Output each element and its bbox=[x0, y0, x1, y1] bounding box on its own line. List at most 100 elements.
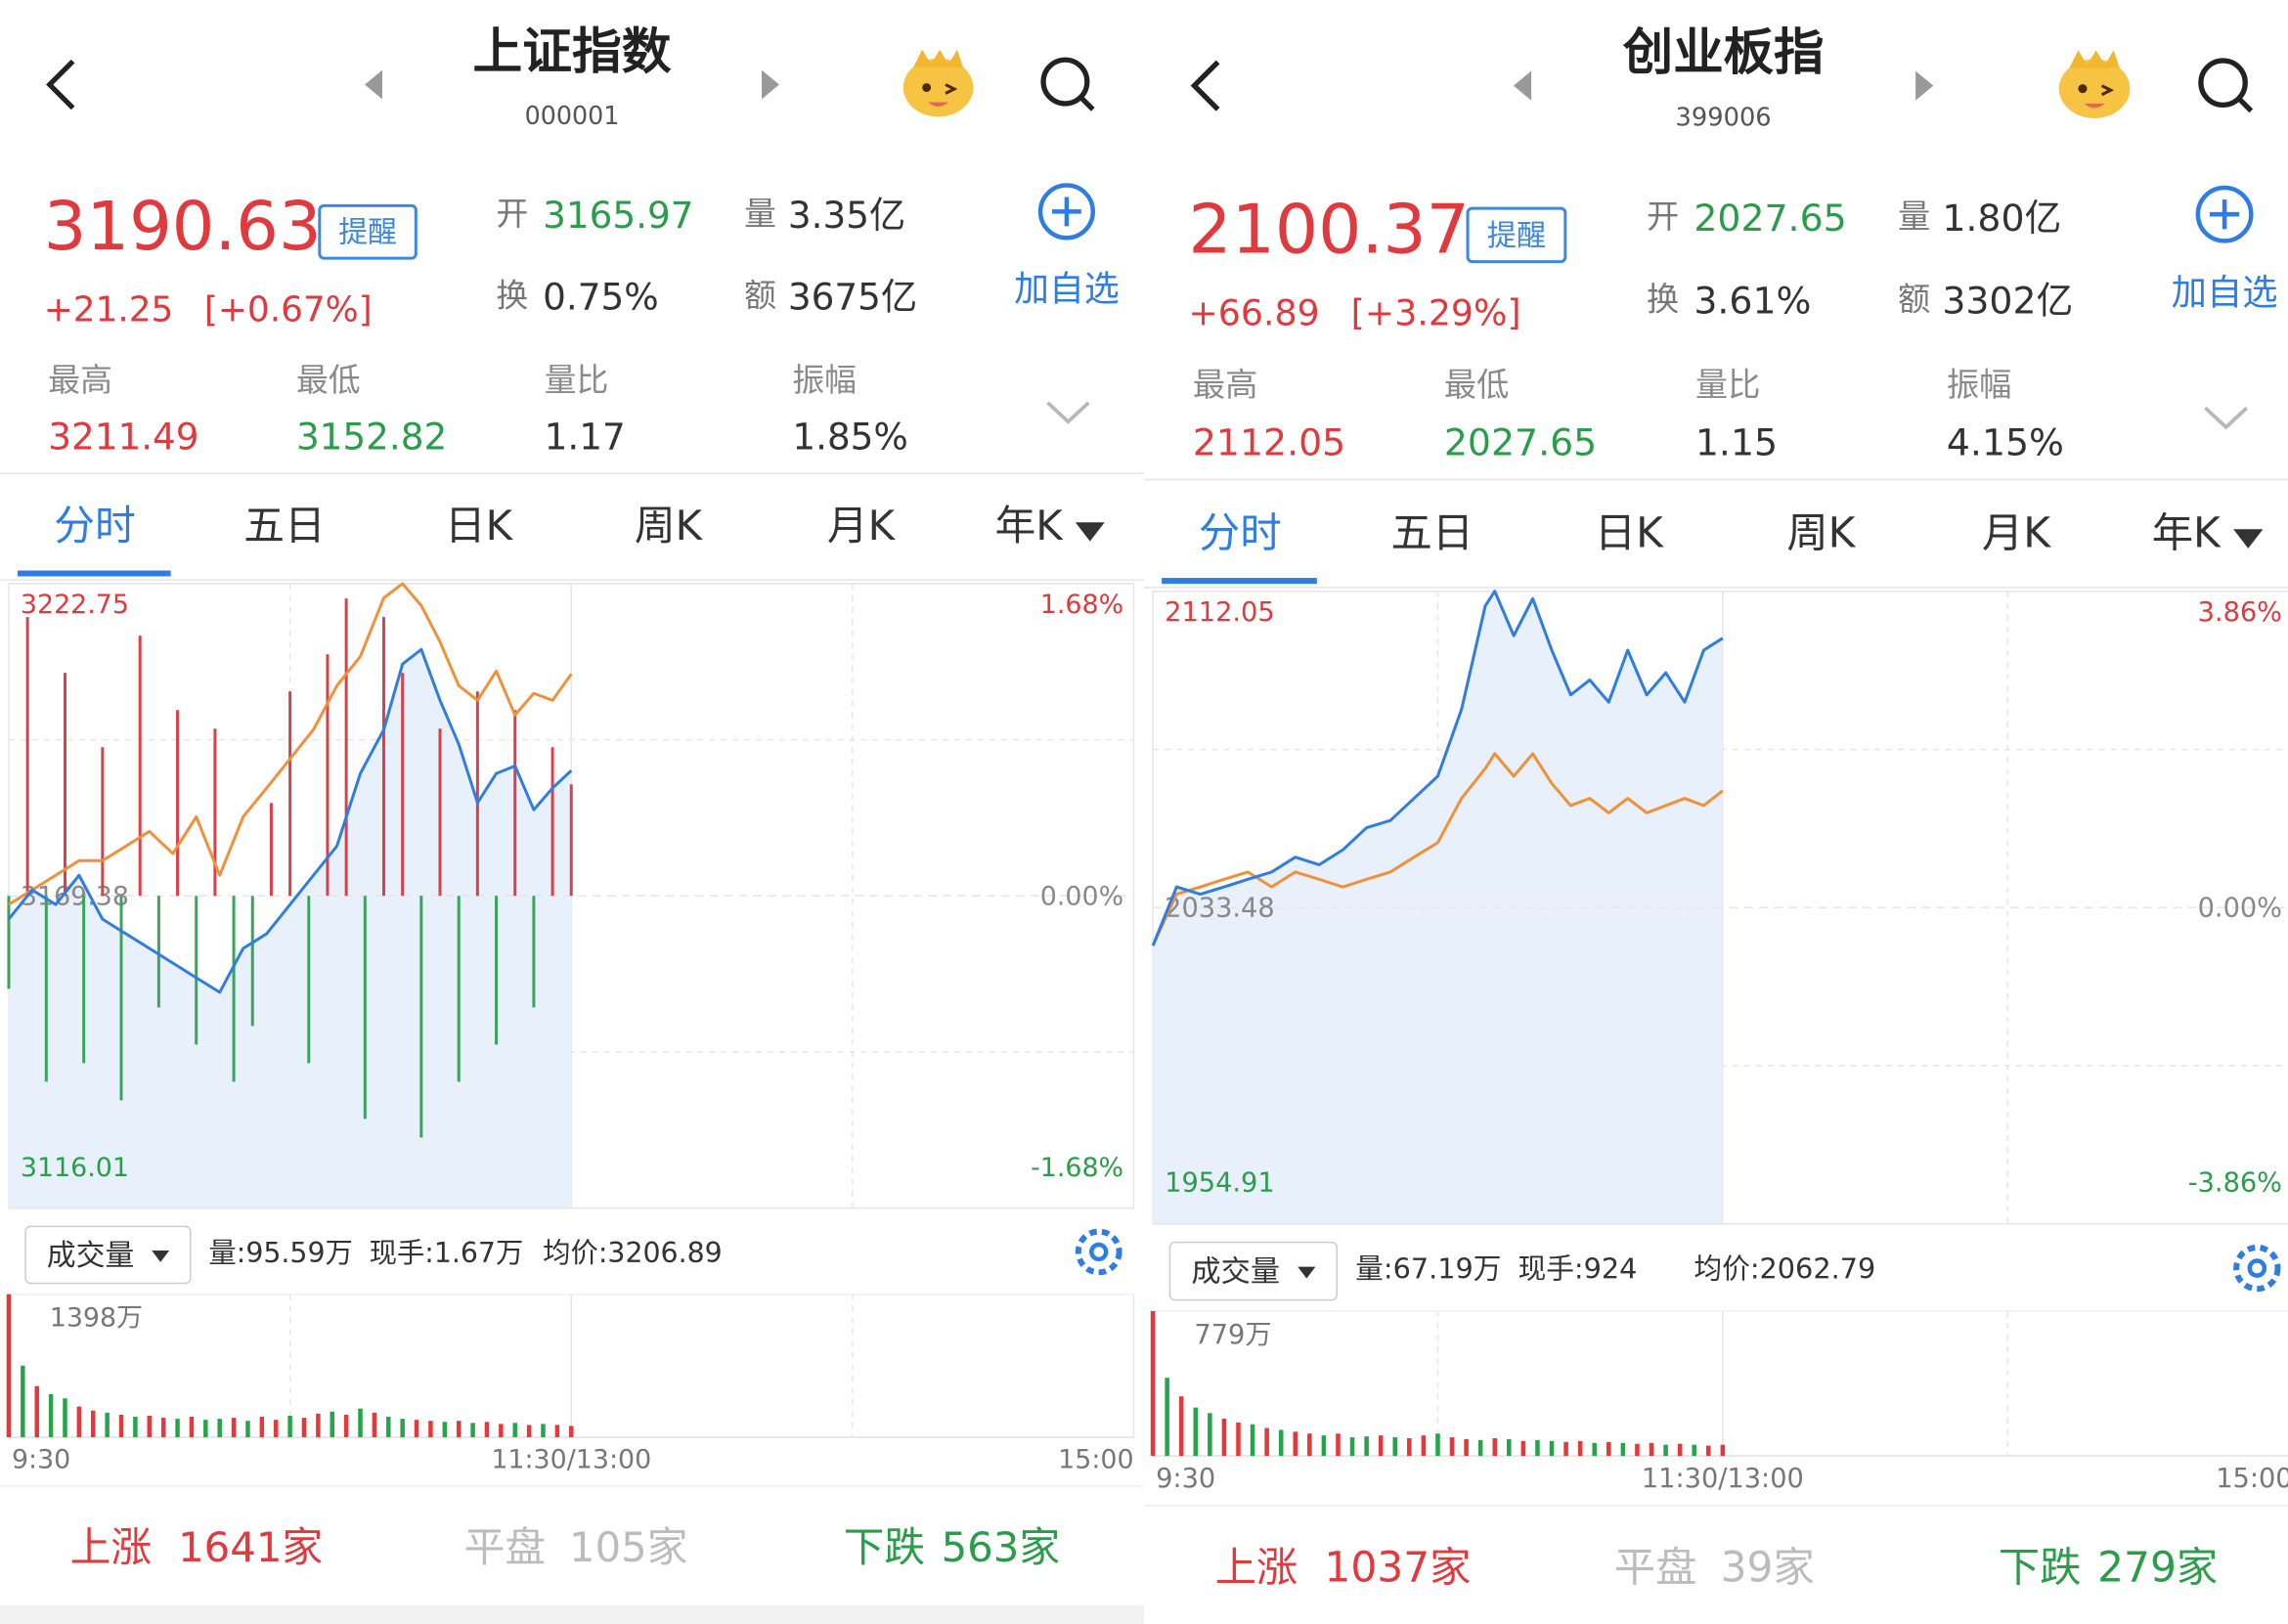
period-tab[interactable]: 分时 bbox=[54, 502, 136, 550]
volume-bar bbox=[1635, 1443, 1640, 1457]
mascot-wink bbox=[945, 83, 958, 95]
breadth-count[interactable]: 563家 bbox=[941, 1523, 1061, 1572]
period-tab[interactable]: 周K bbox=[1786, 508, 1856, 557]
selector-arrow[interactable] bbox=[152, 1250, 170, 1263]
period-tab[interactable]: 五日 bbox=[1390, 508, 1474, 557]
back-arrow bbox=[1190, 60, 1220, 111]
price-chart: 2112.05 2033.48 1954.91 3.86% 0.00% -3.86% bbox=[1151, 590, 2288, 1225]
chevron bbox=[1046, 401, 1090, 424]
detail-value: 1.85% bbox=[792, 416, 908, 459]
period-tab[interactable]: 五日 bbox=[243, 502, 326, 550]
volume-bar bbox=[526, 1425, 532, 1437]
volume-bar bbox=[118, 1414, 124, 1437]
volume-bar bbox=[1407, 1438, 1412, 1457]
y2-tick-label: 1.68% bbox=[1040, 590, 1123, 620]
volume-bar bbox=[1649, 1442, 1654, 1457]
period-tab[interactable]: 分时 bbox=[1198, 508, 1282, 557]
volume-bar bbox=[1221, 1419, 1227, 1457]
detail-label: 最低 bbox=[295, 363, 361, 400]
breadth-label[interactable]: 平盘 bbox=[463, 1523, 547, 1572]
breadth-label[interactable]: 平盘 bbox=[1613, 1543, 1697, 1593]
selector-arrow[interactable] bbox=[1298, 1266, 1316, 1281]
plus-sign bbox=[2209, 199, 2240, 230]
back-button[interactable] bbox=[1185, 56, 1229, 114]
volume-chart: 9:30 11:30/13:00 15:00 1398万 bbox=[6, 1293, 1135, 1474]
add-watch-icon[interactable] bbox=[2195, 185, 2254, 243]
next-index-button[interactable] bbox=[1913, 70, 1936, 101]
search-button[interactable] bbox=[2196, 56, 2255, 114]
breadth-bar bbox=[569, 784, 573, 897]
stat-value: 0.75% bbox=[543, 276, 659, 319]
period-tab[interactable]: 年K bbox=[2151, 508, 2221, 557]
volume-bar bbox=[203, 1420, 208, 1437]
breadth-count[interactable]: 1641家 bbox=[178, 1523, 324, 1572]
triangle bbox=[2233, 529, 2264, 549]
period-tab[interactable]: 月K bbox=[1981, 508, 2050, 557]
volume-bar bbox=[1150, 1310, 1156, 1457]
breadth-bar bbox=[419, 896, 423, 1138]
search-button[interactable] bbox=[1039, 56, 1098, 114]
index-code: 000001 bbox=[524, 102, 620, 132]
prev-index-button[interactable] bbox=[362, 69, 385, 100]
back-button[interactable] bbox=[41, 56, 85, 114]
mascot-button[interactable] bbox=[902, 49, 975, 120]
x-tick-label: 9:30 bbox=[1156, 1464, 1215, 1494]
breadth-count[interactable]: 105家 bbox=[569, 1523, 688, 1572]
stat-value: 3.35亿 bbox=[787, 194, 906, 237]
volume-bar bbox=[259, 1417, 265, 1437]
next-index-button[interactable] bbox=[759, 69, 782, 100]
x-tick-label: 11:30/13:00 bbox=[491, 1444, 651, 1474]
add-watch-icon[interactable] bbox=[1037, 183, 1096, 241]
gear-outer bbox=[1075, 1228, 1122, 1276]
volume-bar bbox=[554, 1425, 560, 1437]
volume-bar bbox=[1250, 1424, 1255, 1457]
price-line bbox=[7, 647, 573, 994]
quote-screen: 上证指数 000001 3190.63 提醒 +21.25 [+0.67%] 开 3165.9… bbox=[0, 22, 1144, 1624]
add-watch-button[interactable]: 加自选 bbox=[1014, 268, 1120, 310]
price-change: +66.89 bbox=[1188, 292, 1320, 334]
volume-chart: 9:30 11:30/13:00 15:00 779万 bbox=[1150, 1310, 2288, 1494]
settings-button[interactable] bbox=[2230, 1242, 2283, 1295]
prev-index-button[interactable] bbox=[1511, 70, 1534, 101]
dropdown-arrow[interactable] bbox=[2233, 529, 2264, 549]
breadth-label[interactable]: 上涨 bbox=[69, 1523, 153, 1572]
mascot-eye bbox=[2078, 84, 2088, 94]
volume-bar bbox=[21, 1365, 25, 1437]
add-watch-button[interactable]: 加自选 bbox=[2171, 272, 2278, 314]
breadth-bar bbox=[156, 896, 160, 1008]
alert-button[interactable]: 提醒 bbox=[1466, 206, 1567, 264]
period-tab[interactable]: 日K bbox=[1594, 508, 1663, 557]
search-ring bbox=[1040, 57, 1090, 107]
volume-selector[interactable]: 成交量 bbox=[24, 1225, 192, 1285]
breadth-count[interactable]: 1037家 bbox=[1324, 1543, 1472, 1593]
detail-value: 1.17 bbox=[544, 416, 626, 459]
breadth-label[interactable]: 下跌 bbox=[843, 1523, 926, 1572]
expand-button[interactable] bbox=[1045, 400, 1092, 426]
alert-button[interactable]: 提醒 bbox=[318, 203, 418, 260]
expand-button[interactable] bbox=[2202, 405, 2249, 431]
breadth-bar bbox=[119, 896, 123, 1101]
breadth-bar bbox=[25, 617, 29, 897]
plus-sign bbox=[1051, 197, 1081, 227]
breadth-count[interactable]: 39家 bbox=[1720, 1543, 1815, 1593]
breadth-label[interactable]: 下跌 bbox=[1998, 1543, 2082, 1593]
volume-selector[interactable]: 成交量 bbox=[1168, 1241, 1339, 1301]
breadth-bar bbox=[550, 747, 554, 897]
period-tab[interactable]: 周K bbox=[634, 502, 703, 550]
breadth-bar bbox=[532, 896, 536, 1008]
settings-button[interactable] bbox=[1073, 1226, 1125, 1279]
period-tab[interactable]: 年K bbox=[994, 502, 1063, 550]
period-tab[interactable]: 日K bbox=[444, 502, 513, 550]
mascot-button[interactable] bbox=[2057, 50, 2132, 121]
dropdown-arrow[interactable] bbox=[1075, 522, 1105, 543]
plus-ring bbox=[1037, 183, 1096, 241]
breadth-count[interactable]: 279家 bbox=[2097, 1543, 2219, 1593]
breadth-label[interactable]: 上涨 bbox=[1214, 1543, 1298, 1593]
volume-bar bbox=[512, 1423, 517, 1437]
period-tab[interactable]: 月K bbox=[826, 502, 896, 550]
volume-bar bbox=[1549, 1440, 1555, 1457]
volume-bar bbox=[414, 1420, 419, 1437]
volume-bar bbox=[442, 1422, 448, 1437]
y-tick-label: 2112.05 bbox=[1165, 597, 1274, 628]
divider bbox=[1144, 478, 2288, 481]
